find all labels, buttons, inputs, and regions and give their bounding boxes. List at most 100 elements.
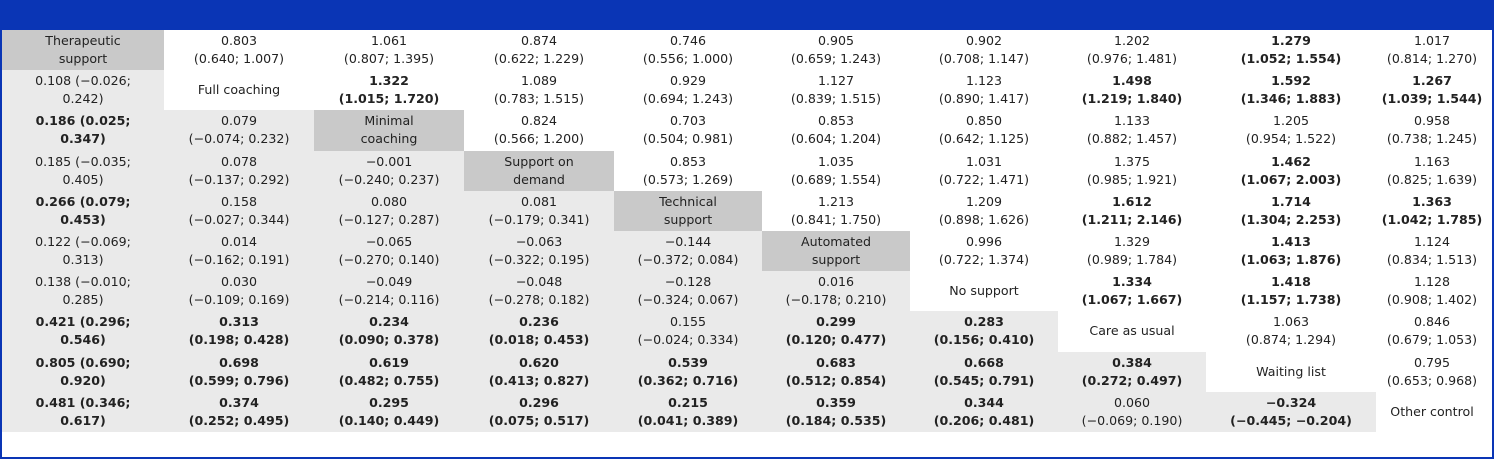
ratio-cell: 1.498 (1.219; 1.840) [1058, 70, 1206, 111]
ratio-cell: 1.363 (1.042; 1.785) [1376, 190, 1488, 231]
ratio-cell: 0.803 (0.640; 1.007) [164, 30, 314, 71]
ratio-cell: 1.213 (0.841; 1.750) [762, 190, 910, 231]
ratio-cell: 1.127 (0.839; 1.515) [762, 70, 910, 111]
ratio-cell: 1.061 (0.807; 1.395) [314, 30, 464, 71]
table-row: 0.185 (−0.035; 0.405) 0.078 (−0.137; 0.292)… [2, 150, 1488, 191]
table-row: 0.421 (0.296; 0.546) 0.313 (0.198; 0.428) 0.… [2, 311, 1488, 352]
diagonal-label-automated-support: Automated support [762, 230, 910, 272]
smd-cell: 0.539 (0.362; 0.716) [614, 351, 762, 392]
table-header-bar [0, 0, 1494, 30]
table-row: 0.186 (0.025; 0.347) 0.079 (−0.074; 0.232) M… [2, 110, 1488, 151]
ratio-cell: 1.714 (1.304; 2.253) [1206, 190, 1376, 231]
ratio-cell: 1.418 (1.157; 1.738) [1206, 271, 1376, 312]
smd-cell: 0.313 (0.198; 0.428) [164, 311, 314, 352]
ratio-cell: 0.746 (0.556; 1.000) [614, 30, 762, 71]
ratio-cell: 0.905 (0.659; 1.243) [762, 30, 910, 71]
smd-cell: 0.620 (0.413; 0.827) [464, 351, 614, 392]
ratio-cell: 1.063 (0.874; 1.294) [1206, 311, 1376, 352]
ratio-cell: 0.929 (0.694; 1.243) [614, 70, 762, 111]
smd-cell: 0.805 (0.690; 0.920) [2, 351, 164, 392]
ratio-cell: 0.850 (0.642; 1.125) [910, 110, 1058, 151]
ratio-cell: 1.209 (0.898; 1.626) [910, 190, 1058, 231]
ratio-cell: 1.267 (1.039; 1.544) [1376, 70, 1488, 111]
smd-cell: 0.108 (−0.026; 0.242) [2, 70, 164, 111]
ratio-cell: 1.612 (1.211; 2.146) [1058, 190, 1206, 231]
table-row: 0.481 (0.346; 0.617) 0.374 (0.252; 0.495) 0.… [2, 391, 1488, 432]
ratio-cell: 1.089 (0.783; 1.515) [464, 70, 614, 111]
ratio-cell: 1.017 (0.814; 1.270) [1376, 30, 1488, 71]
ratio-cell: 0.795 (0.653; 0.968) [1376, 351, 1488, 392]
table-row: 0.266 (0.079; 0.453) 0.158 (−0.027; 0.344) 0… [2, 190, 1488, 231]
diagonal-label-minimal-coaching: Minimal coaching [314, 110, 464, 151]
smd-cell: 0.185 (−0.035; 0.405) [2, 150, 164, 191]
ratio-cell: 0.958 (0.738; 1.245) [1376, 110, 1488, 151]
diagonal-label-therapeutic-support: Therapeutic support [2, 30, 164, 71]
smd-cell: −0.049 (−0.214; 0.116) [314, 271, 464, 312]
diagonal-label-no-support: No support [910, 271, 1058, 312]
ratio-cell: 0.853 (0.604; 1.204) [762, 110, 910, 151]
diagonal-label-waiting-list: Waiting list [1206, 351, 1376, 392]
ratio-cell: 1.128 (0.908; 1.402) [1376, 271, 1488, 312]
smd-cell: 0.421 (0.296; 0.546) [2, 311, 164, 352]
ratio-cell: 1.592 (1.346; 1.883) [1206, 70, 1376, 111]
smd-cell: 0.158 (−0.027; 0.344) [164, 190, 314, 231]
smd-cell: −0.128 (−0.324; 0.067) [614, 271, 762, 312]
smd-cell: 0.266 (0.079; 0.453) [2, 190, 164, 231]
ratio-cell: 0.996 (0.722; 1.374) [910, 230, 1058, 272]
diagonal-label-support-on-demand: Support on demand [464, 150, 614, 191]
ratio-cell: 1.202 (0.976; 1.481) [1058, 30, 1206, 71]
table-row: 0.138 (−0.010; 0.285) 0.030 (−0.109; 0.169)… [2, 271, 1488, 312]
smd-cell: 0.122 (−0.069; 0.313) [2, 230, 164, 272]
smd-cell: 0.060 (−0.069; 0.190) [1058, 391, 1206, 432]
ratio-cell: 0.824 (0.566; 1.200) [464, 110, 614, 151]
smd-cell: 0.155 (−0.024; 0.334) [614, 311, 762, 352]
smd-cell: 0.215 (0.041; 0.389) [614, 391, 762, 432]
smd-cell: 0.234 (0.090; 0.378) [314, 311, 464, 352]
diagonal-label-full-coaching: Full coaching [164, 70, 314, 111]
smd-cell: 0.481 (0.346; 0.617) [2, 391, 164, 432]
smd-cell: 0.683 (0.512; 0.854) [762, 351, 910, 392]
smd-cell: 0.016 (−0.178; 0.210) [762, 271, 910, 312]
smd-cell: 0.384 (0.272; 0.497) [1058, 351, 1206, 392]
ratio-cell: 1.334 (1.067; 1.667) [1058, 271, 1206, 312]
smd-cell: 0.283 (0.156; 0.410) [910, 311, 1058, 352]
table-row: 0.805 (0.690; 0.920) 0.698 (0.599; 0.796) 0.… [2, 351, 1488, 392]
table-row: 0.108 (−0.026; 0.242) Full coaching 1.322 (1… [2, 70, 1488, 111]
ratio-cell: 1.375 (0.985; 1.921) [1058, 150, 1206, 191]
smd-cell: −0.065 (−0.270; 0.140) [314, 230, 464, 272]
smd-cell: 0.668 (0.545; 0.791) [910, 351, 1058, 392]
ratio-cell: 1.123 (0.890; 1.417) [910, 70, 1058, 111]
smd-cell: 0.299 (0.120; 0.477) [762, 311, 910, 352]
smd-cell: 0.079 (−0.074; 0.232) [164, 110, 314, 151]
smd-cell: 0.296 (0.075; 0.517) [464, 391, 614, 432]
league-table: Therapeutic support 0.803 (0.640; 1.007) 1.0… [2, 30, 1488, 432]
smd-cell: 0.081 (−0.179; 0.341) [464, 190, 614, 231]
smd-cell: 0.619 (0.482; 0.755) [314, 351, 464, 392]
smd-cell: −0.144 (−0.372; 0.084) [614, 230, 762, 272]
ratio-cell: 1.124 (0.834; 1.513) [1376, 230, 1488, 272]
smd-cell: −0.001 (−0.240; 0.237) [314, 150, 464, 191]
smd-cell: 0.078 (−0.137; 0.292) [164, 150, 314, 191]
smd-cell: 0.344 (0.206; 0.481) [910, 391, 1058, 432]
table-row: 0.122 (−0.069; 0.313) 0.014 (−0.162; 0.191)… [2, 230, 1488, 272]
ratio-cell: 1.329 (0.989; 1.784) [1058, 230, 1206, 272]
diagonal-label-technical-support: Technical support [614, 190, 762, 231]
ratio-cell: 1.462 (1.067; 2.003) [1206, 150, 1376, 191]
ratio-cell: 0.874 (0.622; 1.229) [464, 30, 614, 71]
diagonal-label-other-control: Other control [1376, 391, 1488, 432]
smd-cell: 0.374 (0.252; 0.495) [164, 391, 314, 432]
smd-cell: 0.698 (0.599; 0.796) [164, 351, 314, 392]
ratio-cell: 0.902 (0.708; 1.147) [910, 30, 1058, 71]
ratio-cell: 1.133 (0.882; 1.457) [1058, 110, 1206, 151]
ratio-cell: 1.205 (0.954; 1.522) [1206, 110, 1376, 151]
smd-cell: 0.014 (−0.162; 0.191) [164, 230, 314, 272]
smd-cell: 0.080 (−0.127; 0.287) [314, 190, 464, 231]
smd-cell: 0.138 (−0.010; 0.285) [2, 271, 164, 312]
smd-cell: −0.063 (−0.322; 0.195) [464, 230, 614, 272]
smd-cell: 0.236 (0.018; 0.453) [464, 311, 614, 352]
ratio-cell: 1.031 (0.722; 1.471) [910, 150, 1058, 191]
ratio-cell: 0.703 (0.504; 0.981) [614, 110, 762, 151]
ratio-cell: 1.163 (0.825; 1.639) [1376, 150, 1488, 191]
smd-cell: 0.359 (0.184; 0.535) [762, 391, 910, 432]
